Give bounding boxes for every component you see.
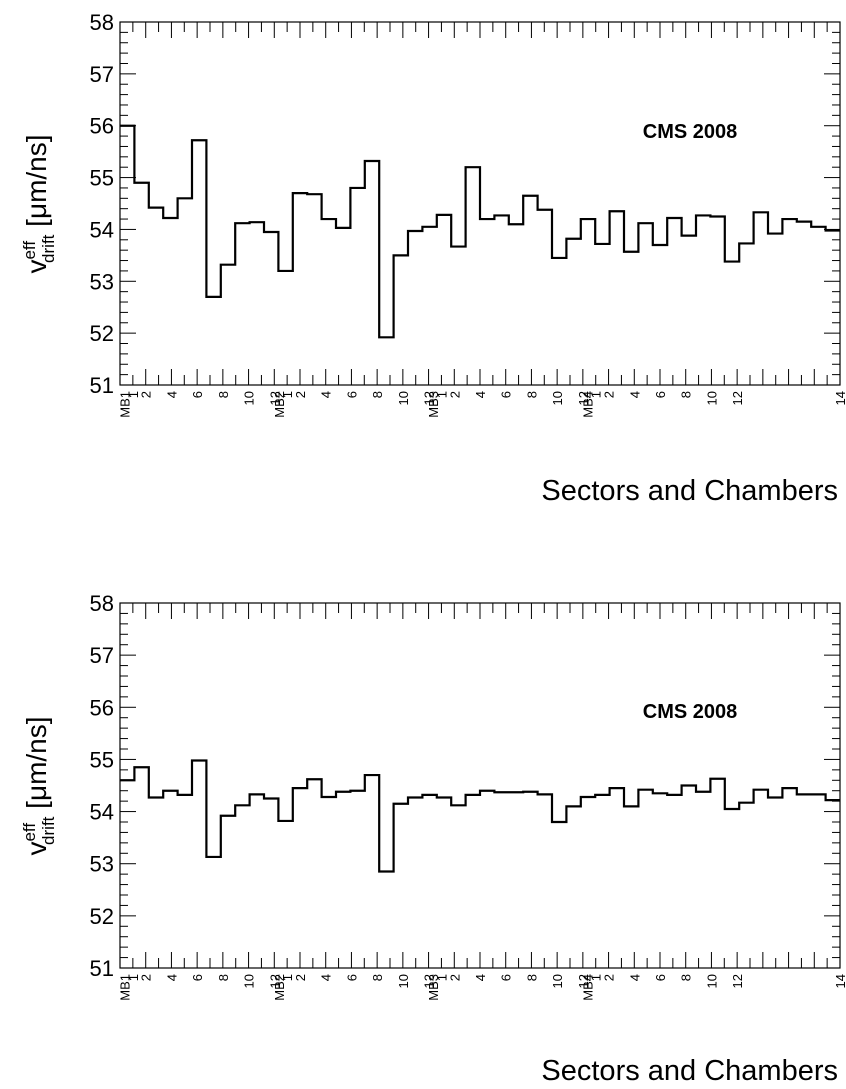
sector-tick-label: 8 — [370, 974, 385, 981]
sector-tick-label: 12 — [267, 974, 282, 988]
sector-tick-label: 10 — [550, 974, 565, 988]
sector-tick-label: 1 — [126, 391, 141, 398]
y-tick-label: 55 — [90, 747, 114, 772]
sector-tick-label: 6 — [190, 974, 205, 981]
sector-tick-label: 12 — [730, 391, 745, 405]
y-tick-label: 57 — [90, 643, 114, 668]
sector-tick-label: 4 — [473, 391, 488, 398]
sector-tick-label: 12 — [267, 391, 282, 405]
y-tick-label: 54 — [90, 217, 114, 242]
sector-tick-label: 1 — [589, 974, 604, 981]
sector-tick-label: 2 — [139, 974, 154, 981]
sector-tick-label: 1 — [434, 391, 449, 398]
y-tick-label: 56 — [90, 114, 114, 139]
y-tick-label: 56 — [90, 695, 114, 720]
sector-tick-label: 10 — [242, 391, 257, 405]
sector-tick-label: 10 — [396, 391, 411, 405]
chamber-label-mb1: MB1 — [118, 974, 133, 1001]
sector-tick-label: 1 — [589, 391, 604, 398]
sector-tick-label: 6 — [190, 391, 205, 398]
chamber-label-mb4: MB4 — [580, 974, 595, 1001]
sector-tick-label: 4 — [627, 391, 642, 398]
sector-tick-label: 12 — [576, 391, 591, 405]
y-axis-label: veffdrift [μm/ns] — [20, 716, 58, 855]
y-tick-label: 58 — [90, 10, 114, 35]
sector-tick-label: 2 — [293, 391, 308, 398]
sector-tick-label: 8 — [679, 391, 694, 398]
sector-tick-label: 2 — [447, 974, 462, 981]
sector-tick-label: 10 — [550, 391, 565, 405]
y-tick-label: 55 — [90, 166, 114, 191]
sector-tick-label: 4 — [319, 391, 334, 398]
sector-tick-label: 12 — [576, 974, 591, 988]
sector-tick-label: 8 — [524, 391, 539, 398]
sector-tick-label: 10 — [704, 391, 719, 405]
histogram-series — [120, 759, 840, 873]
sector-tick-label: 6 — [653, 974, 668, 981]
sector-tick-label: 1 — [280, 974, 295, 981]
sector-tick-label: 2 — [602, 391, 617, 398]
sector-tick-label: 10 — [242, 974, 257, 988]
sector-tick-label: 1 — [126, 974, 141, 981]
sector-tick-label-last: 14 — [833, 391, 846, 405]
y-tick-label: 52 — [90, 904, 114, 929]
sector-tick-label: 8 — [216, 974, 231, 981]
sector-tick-label: 6 — [344, 974, 359, 981]
y-tick-label: 57 — [90, 62, 114, 87]
sector-tick-label: 8 — [524, 974, 539, 981]
cms-annotation: CMS 2008 — [643, 121, 738, 143]
sector-tick-label: 10 — [704, 974, 719, 988]
chamber-label-mb2: MB2 — [272, 974, 287, 1001]
x-axis-label: Sectors and Chambers — [541, 1055, 838, 1084]
sector-tick-label: 6 — [499, 974, 514, 981]
sector-tick-label-last: 14 — [833, 974, 846, 988]
sector-tick-label: 1 — [280, 391, 295, 398]
sector-tick-label: 2 — [293, 974, 308, 981]
cms-annotation: CMS 2008 — [643, 701, 738, 723]
sector-tick-label: 6 — [499, 391, 514, 398]
sector-tick-label: 4 — [627, 974, 642, 981]
sector-tick-label: 6 — [344, 391, 359, 398]
y-tick-label: 52 — [90, 321, 114, 346]
chamber-label-mb4: MB4 — [580, 391, 595, 418]
y-tick-label: 54 — [90, 800, 114, 825]
sector-tick-label: 1 — [434, 974, 449, 981]
sector-tick-label: 12 — [422, 974, 437, 988]
sector-tick-label: 8 — [216, 391, 231, 398]
sector-tick-label: 8 — [679, 974, 694, 981]
y-tick-label: 58 — [90, 591, 114, 616]
chamber-label-mb1: MB1 — [118, 391, 133, 418]
sector-tick-label: 4 — [164, 391, 179, 398]
sector-tick-label: 12 — [422, 391, 437, 405]
y-axis-label: veffdrift [μm/ns] — [20, 134, 58, 273]
sector-tick-label: 2 — [602, 974, 617, 981]
plot-frame — [119, 602, 841, 969]
sector-tick-label: 12 — [730, 974, 745, 988]
histogram-series — [120, 124, 840, 339]
sector-tick-label: 8 — [370, 391, 385, 398]
sector-tick-label: 2 — [447, 391, 462, 398]
x-axis-label: Sectors and Chambers — [541, 475, 838, 507]
y-tick-label: 53 — [90, 269, 114, 294]
y-tick-label: 51 — [90, 373, 114, 398]
y-tick-label: 51 — [90, 956, 114, 981]
chamber-label-mb2: MB2 — [272, 391, 287, 418]
chamber-label-mb3: MB3 — [426, 974, 441, 1001]
sector-tick-label: 6 — [653, 391, 668, 398]
sector-tick-label: 4 — [164, 974, 179, 981]
chamber-label-mb3: MB3 — [426, 391, 441, 418]
sector-tick-label: 2 — [139, 391, 154, 398]
sector-tick-label: 4 — [319, 974, 334, 981]
sector-tick-label: 10 — [396, 974, 411, 988]
sector-tick-label: 4 — [473, 974, 488, 981]
y-tick-label: 53 — [90, 852, 114, 877]
